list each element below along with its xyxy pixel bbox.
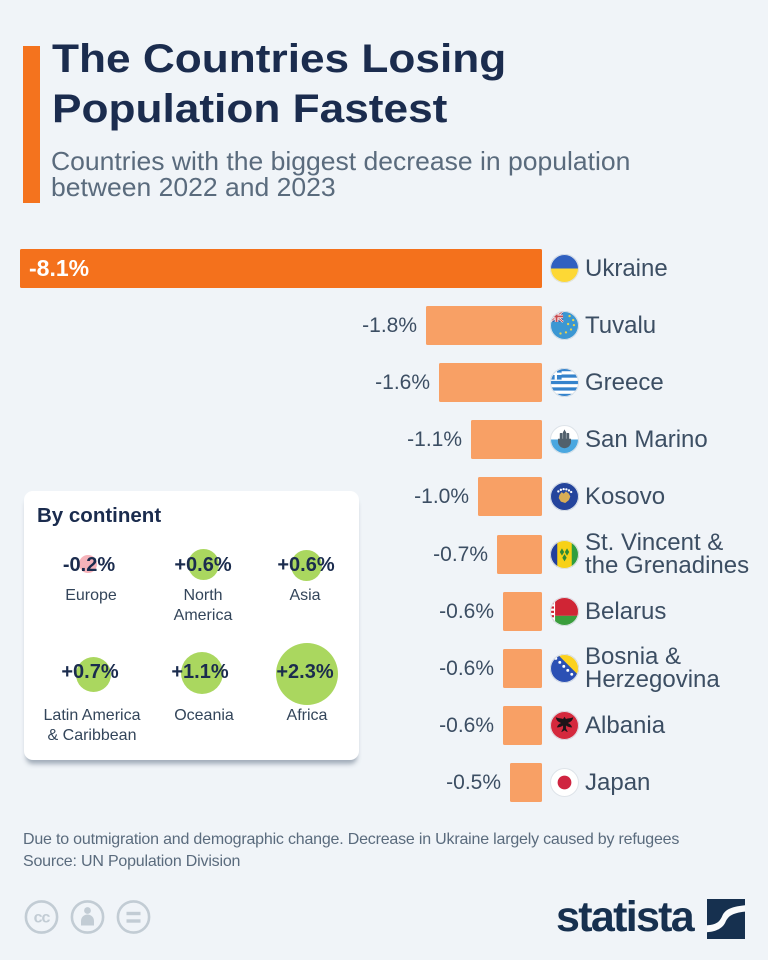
svg-text:cc: cc (34, 910, 51, 927)
